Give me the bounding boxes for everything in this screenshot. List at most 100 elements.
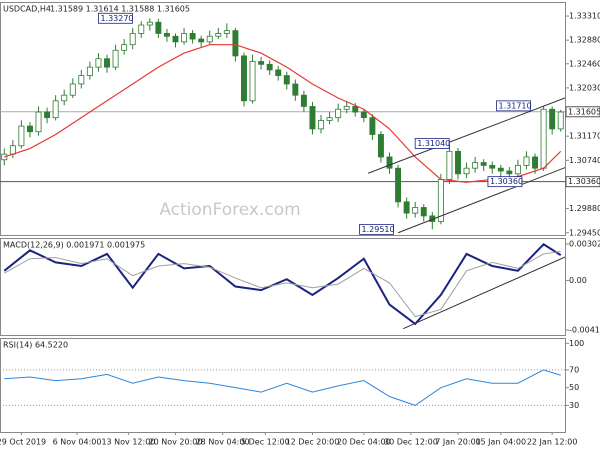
candle-body: [78, 75, 85, 85]
candle-body: [138, 24, 145, 34]
candle-body: [514, 164, 521, 175]
candle-body: [540, 108, 547, 169]
candle-body: [232, 30, 239, 57]
candle-body: [292, 83, 299, 96]
candle-body: [283, 75, 290, 85]
annotation-box: [496, 100, 531, 112]
candle-body: [386, 156, 393, 169]
candle-body: [181, 33, 188, 43]
y-tick-label: 1.30740: [569, 156, 600, 165]
panel-title: MACD(12,26,9) 0.001971 0.001975: [3, 241, 145, 250]
candle-body: [369, 117, 376, 135]
y-tick-label: 50: [569, 383, 579, 392]
candle-body: [121, 44, 128, 51]
candle-body: [9, 145, 16, 155]
y-tick-label: 100: [569, 339, 584, 348]
y-tick-label: 0.00: [569, 276, 587, 285]
candle-body: [446, 150, 453, 180]
y-tick-label: 0.003021: [569, 240, 600, 249]
candle-body: [549, 108, 556, 130]
x-tick-label: 20 Nov 20:00: [149, 438, 203, 447]
candle-body: [523, 156, 530, 166]
annotation-box: [98, 12, 133, 24]
x-tick-label: 15 Jan 04:00: [475, 438, 526, 447]
candle-body: [86, 66, 93, 76]
candle-body: [557, 111, 564, 130]
y-tick-label: 1.33310: [569, 12, 600, 21]
candle-body: [532, 156, 539, 169]
candle-body: [489, 164, 496, 169]
x-tick-label: 30 Dec 12:00: [384, 438, 438, 447]
y-tick-label: 1.31170: [569, 132, 600, 141]
y-tick-label: 1.32030: [569, 83, 600, 92]
candle-body: [360, 111, 367, 119]
x-tick-label: 29 Oct 2019: [0, 438, 46, 447]
candle-body: [249, 61, 256, 102]
candle-body: [61, 94, 68, 102]
panel-title: USDCAD,H4: [3, 5, 51, 14]
trend-line: [367, 97, 565, 174]
candle-body: [335, 108, 342, 119]
panel-subtitle: 1.31589 1.31614 1.31588 1.31605: [50, 5, 190, 14]
x-tick-label: 13 Nov 12:00: [101, 438, 155, 447]
candle-body: [300, 94, 307, 107]
series-line: [4, 44, 562, 183]
y-tick-label: 1.29450: [569, 228, 600, 237]
candle-body: [52, 100, 59, 119]
y-tick-label: -0.004103: [569, 325, 600, 334]
x-tick-label: 6 Nov 04:00: [53, 438, 102, 447]
y-tick-label: 1.32880: [569, 36, 600, 45]
x-tick-label: 22 Jan 12:00: [527, 438, 578, 447]
candle-body: [172, 35, 179, 43]
candle-body: [318, 120, 324, 130]
candle-body: [497, 167, 504, 172]
series-line: [3, 242, 562, 326]
candle-body: [420, 207, 427, 217]
y-tick-label: 1.32460: [569, 59, 600, 68]
candle-body: [206, 35, 213, 43]
x-tick-label: 20 Dec 04:00: [337, 438, 391, 447]
annotation-box: [487, 176, 523, 188]
annotation-box: [359, 223, 394, 235]
candle-body: [35, 111, 42, 133]
y-tick-label: 70: [569, 365, 579, 374]
x-tick-label: 7 Jan 20:00: [435, 438, 481, 447]
candle-body: [155, 21, 162, 34]
panel-frame: [0, 338, 566, 433]
trend-line: [397, 167, 565, 234]
candle-body: [480, 162, 487, 166]
candle-body: [44, 111, 51, 119]
candle-body: [189, 33, 196, 40]
candle-body: [95, 58, 102, 68]
candle-body: [395, 167, 402, 203]
candle-body: [241, 55, 247, 102]
candle-body: [215, 33, 222, 37]
panel-title: RSI(14) 64.5220: [3, 341, 68, 350]
panel-frame: [0, 238, 566, 336]
candle-body: [163, 33, 170, 37]
watermark: ActionForex.com: [159, 200, 300, 220]
level-label: 1.31605: [568, 107, 600, 116]
candle-body: [69, 83, 76, 96]
candle-body: [112, 49, 119, 68]
plot-area: [0, 369, 565, 406]
candle-body: [275, 69, 282, 76]
annotation-box: [414, 138, 450, 149]
candle-body: [266, 63, 273, 71]
candle-body: [18, 125, 25, 147]
level-box: [565, 106, 600, 118]
x-tick-label: 12 Dec 20:00: [286, 438, 340, 447]
plot-area: [3, 242, 565, 330]
level-label: 1.30360: [568, 177, 600, 186]
candle-body: [377, 134, 384, 158]
plot-area: [0, 18, 565, 234]
candle-body: [129, 33, 136, 46]
candle-body: [198, 38, 205, 43]
panel-frame: [0, 2, 566, 236]
candle-body: [463, 167, 470, 175]
candle-body: [506, 170, 513, 175]
candle-body: [326, 117, 333, 121]
candle-body: [309, 106, 316, 130]
trend-line: [402, 256, 565, 330]
